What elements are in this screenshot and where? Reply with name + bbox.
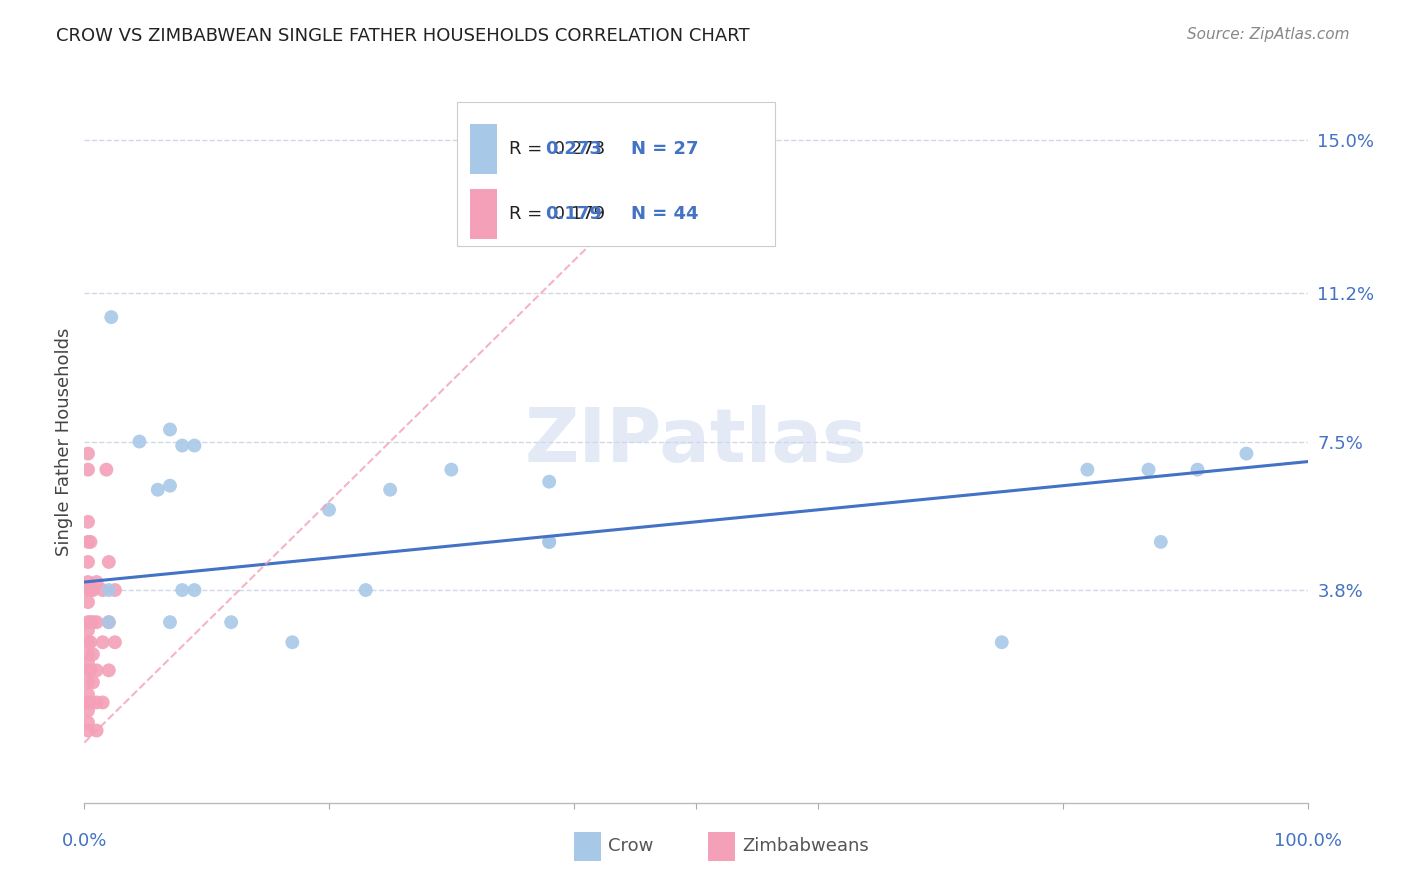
Text: CROW VS ZIMBABWEAN SINGLE FATHER HOUSEHOLDS CORRELATION CHART: CROW VS ZIMBABWEAN SINGLE FATHER HOUSEHO… bbox=[56, 27, 749, 45]
Text: N = 27: N = 27 bbox=[631, 140, 699, 158]
Point bbox=[1150, 534, 1173, 549]
Point bbox=[86, 723, 108, 738]
Text: N = 44: N = 44 bbox=[631, 205, 699, 223]
Point bbox=[1187, 462, 1209, 476]
Bar bbox=[574, 831, 600, 861]
Point bbox=[77, 696, 100, 710]
Point bbox=[172, 583, 194, 598]
Text: Source: ZipAtlas.com: Source: ZipAtlas.com bbox=[1187, 27, 1350, 42]
Point bbox=[538, 534, 561, 549]
Point bbox=[77, 655, 100, 669]
Point bbox=[172, 439, 194, 453]
Point bbox=[77, 664, 100, 678]
Point bbox=[183, 439, 205, 453]
Point bbox=[77, 675, 100, 690]
Point bbox=[100, 310, 122, 325]
Text: Crow: Crow bbox=[607, 838, 654, 855]
Point bbox=[104, 635, 127, 649]
Point bbox=[77, 623, 100, 637]
Point bbox=[159, 615, 181, 630]
Text: ZIPatlas: ZIPatlas bbox=[524, 405, 868, 478]
Point bbox=[77, 515, 100, 529]
Point bbox=[86, 615, 108, 630]
Point bbox=[86, 664, 108, 678]
Point bbox=[77, 723, 100, 738]
Point bbox=[79, 696, 101, 710]
Point bbox=[281, 635, 304, 649]
Point bbox=[86, 696, 108, 710]
Point bbox=[79, 615, 101, 630]
Point bbox=[219, 615, 242, 630]
Point bbox=[77, 462, 100, 476]
Text: R =  0.273: R = 0.273 bbox=[509, 140, 605, 158]
Point bbox=[538, 534, 561, 549]
Point bbox=[146, 483, 169, 497]
Point bbox=[97, 555, 120, 569]
Point bbox=[77, 715, 100, 730]
Point bbox=[1137, 462, 1160, 476]
Point bbox=[91, 583, 114, 598]
Point bbox=[91, 635, 114, 649]
Point bbox=[77, 583, 100, 598]
Point bbox=[79, 635, 101, 649]
Point bbox=[1236, 446, 1258, 460]
Point bbox=[77, 687, 100, 701]
Point bbox=[79, 534, 101, 549]
Point bbox=[77, 574, 100, 589]
Point bbox=[318, 503, 340, 517]
Point bbox=[77, 446, 100, 460]
Bar bbox=[470, 124, 496, 174]
FancyBboxPatch shape bbox=[457, 102, 776, 246]
Point bbox=[440, 462, 463, 476]
Text: Zimbabweans: Zimbabweans bbox=[742, 838, 869, 855]
Point bbox=[86, 574, 108, 589]
Point bbox=[82, 615, 104, 630]
Point bbox=[77, 534, 100, 549]
Text: 0.0%: 0.0% bbox=[62, 831, 107, 850]
Point bbox=[77, 615, 100, 630]
Text: 100.0%: 100.0% bbox=[1274, 831, 1341, 850]
Point bbox=[97, 664, 120, 678]
Point bbox=[82, 675, 104, 690]
Point bbox=[159, 423, 181, 437]
Point bbox=[79, 583, 101, 598]
Point bbox=[97, 615, 120, 630]
Y-axis label: Single Father Households: Single Father Households bbox=[55, 327, 73, 556]
Point bbox=[104, 583, 127, 598]
Point bbox=[183, 583, 205, 598]
Bar bbox=[470, 189, 496, 239]
Point bbox=[79, 664, 101, 678]
Point bbox=[82, 583, 104, 598]
Point bbox=[97, 583, 120, 598]
Point bbox=[82, 648, 104, 662]
Point bbox=[380, 483, 402, 497]
Text: 0.273: 0.273 bbox=[546, 140, 602, 158]
Point bbox=[97, 615, 120, 630]
Point bbox=[1076, 462, 1098, 476]
Point bbox=[77, 635, 100, 649]
Bar bbox=[709, 831, 735, 861]
Text: 0.179: 0.179 bbox=[546, 205, 602, 223]
Point bbox=[354, 583, 377, 598]
Point bbox=[159, 478, 181, 492]
Point bbox=[77, 648, 100, 662]
Point bbox=[96, 462, 118, 476]
Point bbox=[128, 434, 150, 449]
Point bbox=[91, 696, 114, 710]
Point bbox=[77, 595, 100, 609]
Point bbox=[991, 635, 1014, 649]
Point bbox=[77, 703, 100, 717]
Point bbox=[538, 475, 561, 489]
Text: R =  0.179: R = 0.179 bbox=[509, 205, 605, 223]
Point bbox=[77, 555, 100, 569]
